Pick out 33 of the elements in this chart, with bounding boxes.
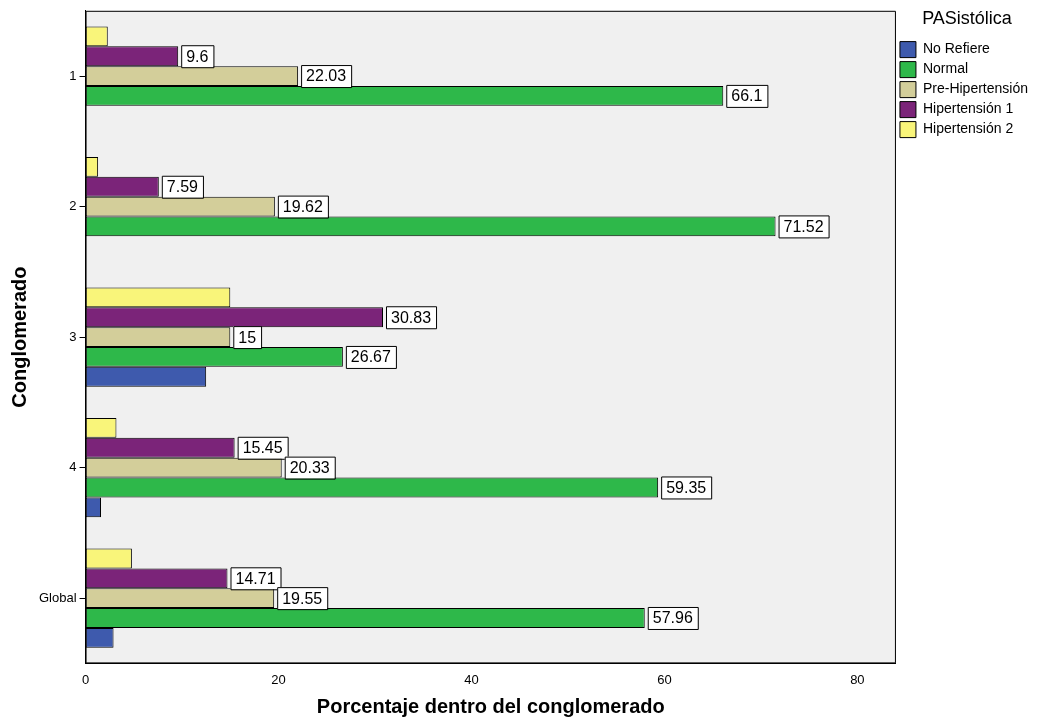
data-label: 15.45 — [242, 439, 283, 457]
x-tick-label: 20 — [271, 671, 286, 687]
data-label: 9.6 — [186, 47, 209, 65]
data-label: 59.35 — [666, 478, 707, 496]
data-label: 14.71 — [235, 569, 276, 587]
data-label: 71.52 — [783, 217, 824, 235]
legend-title: PASistólica — [922, 7, 1013, 28]
data-label: 26.67 — [350, 348, 392, 366]
data-label: 66.1 — [731, 87, 763, 105]
data-label: 7.59 — [166, 178, 199, 196]
y-tick-label: Global — [39, 589, 77, 605]
legend-label: No Refiere — [922, 40, 991, 57]
x-tick-label: 40 — [464, 671, 479, 687]
x-tick-label: 60 — [657, 671, 672, 687]
legend-label: Normal — [922, 60, 969, 77]
x-tick-label: 0 — [81, 671, 90, 687]
y-tick-label: 4 — [69, 459, 77, 475]
data-label: 19.62 — [282, 197, 323, 215]
y-tick-label: 1 — [69, 67, 77, 83]
data-label: 15 — [238, 328, 257, 346]
data-label: 20.33 — [289, 459, 330, 477]
data-label: 57.96 — [652, 609, 693, 627]
data-label: 22.03 — [306, 67, 347, 85]
y-axis-title: Conglomerado — [7, 266, 30, 408]
data-label: 19.55 — [282, 589, 323, 607]
legend-label: Hipertensión 2 — [922, 120, 1014, 137]
x-tick-label: 80 — [850, 671, 865, 687]
x-axis-title: Porcentaje dentro del conglomerado — [316, 694, 665, 717]
y-tick-label: 3 — [69, 328, 77, 344]
y-tick-label: 2 — [69, 198, 77, 214]
legend-label: Hipertensión 1 — [922, 100, 1014, 117]
legend-label: Pre-Hipertensión — [922, 80, 1029, 97]
data-label: 30.83 — [391, 308, 432, 326]
